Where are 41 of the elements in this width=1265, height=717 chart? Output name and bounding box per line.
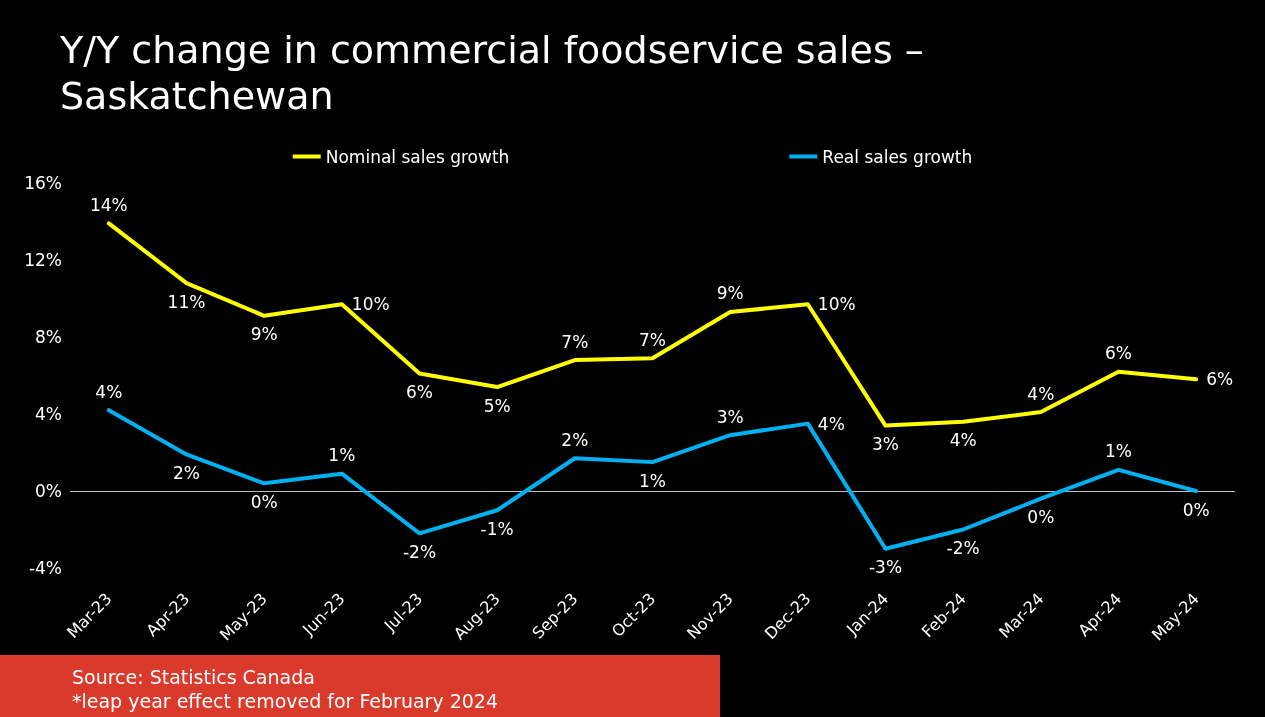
data-label: 5% — [483, 395, 511, 416]
source-note: Source: Statistics Canada — [72, 665, 316, 689]
data-label: 9% — [250, 324, 278, 345]
y-tick-label: 12% — [24, 250, 62, 270]
data-label: 0% — [250, 491, 278, 512]
data-label: 1% — [1105, 441, 1132, 462]
data-label: 2% — [561, 429, 589, 450]
legend-label: Real sales growth — [822, 146, 973, 167]
data-label: 7% — [639, 329, 666, 350]
y-tick-label: 16% — [24, 173, 62, 193]
data-label: 6% — [406, 382, 433, 403]
data-label: 4% — [949, 430, 977, 451]
data-label: 9% — [716, 283, 744, 304]
y-tick-label: -4% — [28, 558, 62, 578]
data-label: -1% — [480, 518, 514, 539]
data-label: 1% — [328, 445, 356, 466]
y-tick-label: 8% — [35, 327, 62, 347]
data-label: 0% — [1182, 499, 1210, 520]
data-label: 0% — [1027, 507, 1055, 528]
data-label: 3% — [716, 406, 744, 427]
data-label: -2% — [402, 541, 437, 562]
data-label: 7% — [561, 331, 589, 352]
chart-title: Y/Y change in commercial foodservice sales – Saskatchewan — [59, 28, 924, 118]
data-label: -2% — [946, 538, 980, 558]
y-tick-label: 4% — [35, 404, 62, 424]
data-label: 4% — [817, 413, 845, 434]
data-label: 4% — [95, 381, 123, 402]
text: *leap year effect removed for February 2024 — [72, 689, 500, 713]
data-label: 10% — [817, 294, 856, 315]
data-label: 6% — [1206, 369, 1234, 390]
data-label: 1% — [639, 470, 666, 491]
legend-label: Nominal sales growth — [325, 146, 510, 167]
data-label: 3% — [872, 434, 899, 455]
y-tick-label: 0% — [35, 481, 62, 501]
data-label: 10% — [351, 294, 390, 315]
data-label: 2% — [173, 462, 200, 483]
data-label: 6% — [1105, 343, 1132, 364]
data-label: 14% — [89, 194, 128, 215]
data-label: 11% — [167, 291, 206, 312]
data-label: -3% — [868, 557, 903, 578]
data-label: 4% — [1027, 383, 1055, 404]
